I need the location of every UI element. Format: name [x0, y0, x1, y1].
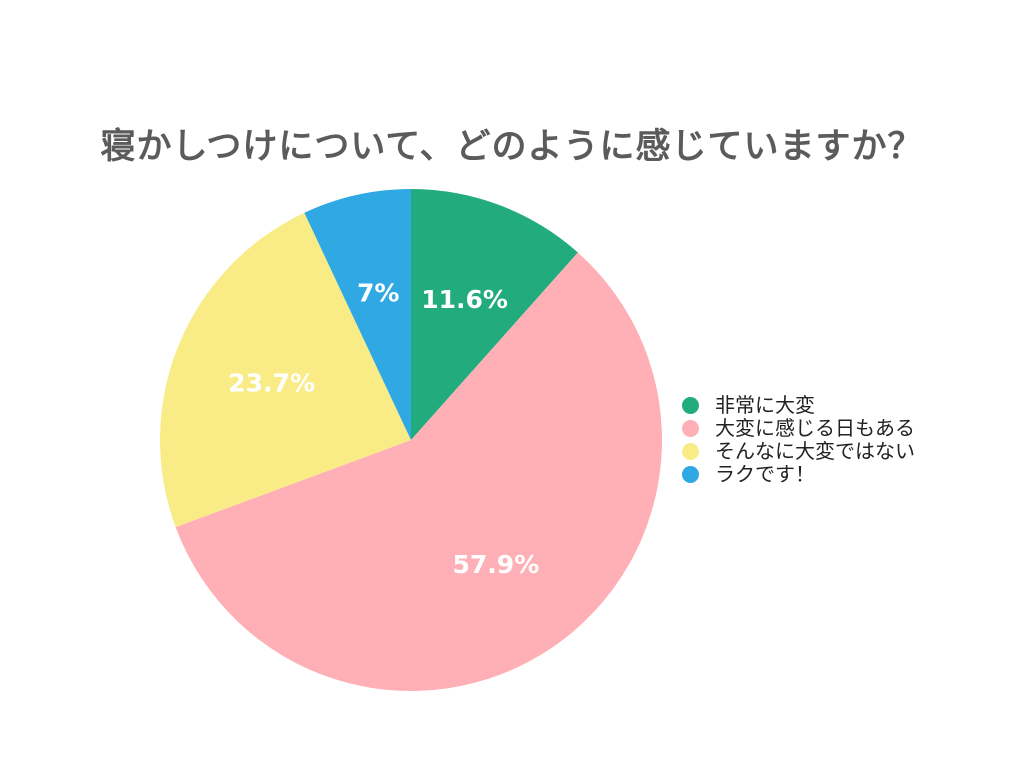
legend-swatch [682, 420, 699, 437]
pie-labels: 11.6% 57.9% 23.7% 7% [228, 279, 539, 579]
pie-slice [411, 189, 578, 440]
pie-slice [175, 252, 663, 692]
pie-slice [160, 212, 411, 528]
legend-label: 非常に大変 [715, 393, 815, 417]
slice-value-label: 23.7% [228, 368, 315, 397]
slice-value-label: 57.9% [453, 550, 540, 579]
legend-item: そんなに大変ではない [682, 440, 915, 463]
slice-value-label: 7% [357, 279, 399, 308]
legend-item: ラクです！ [682, 463, 915, 486]
legend-label: そんなに大変ではない [715, 439, 915, 463]
pie-slices [160, 189, 663, 692]
chart-title: 寝かしつけについて、どのように感じていますか？ [100, 127, 924, 167]
legend-item: 非常に大変 [682, 394, 915, 417]
pie-slice [304, 189, 411, 440]
legend-label: ラクです！ [715, 462, 815, 486]
legend-item: 大変に感じる日もある [682, 417, 915, 440]
legend: 非常に大変 大変に感じる日もある そんなに大変ではない ラクです！ [682, 394, 915, 486]
legend-label: 大変に感じる日もある [715, 416, 915, 440]
legend-swatch [682, 466, 699, 483]
slice-value-label: 11.6% [421, 285, 508, 314]
legend-swatch [682, 443, 699, 460]
legend-swatch [682, 397, 699, 414]
